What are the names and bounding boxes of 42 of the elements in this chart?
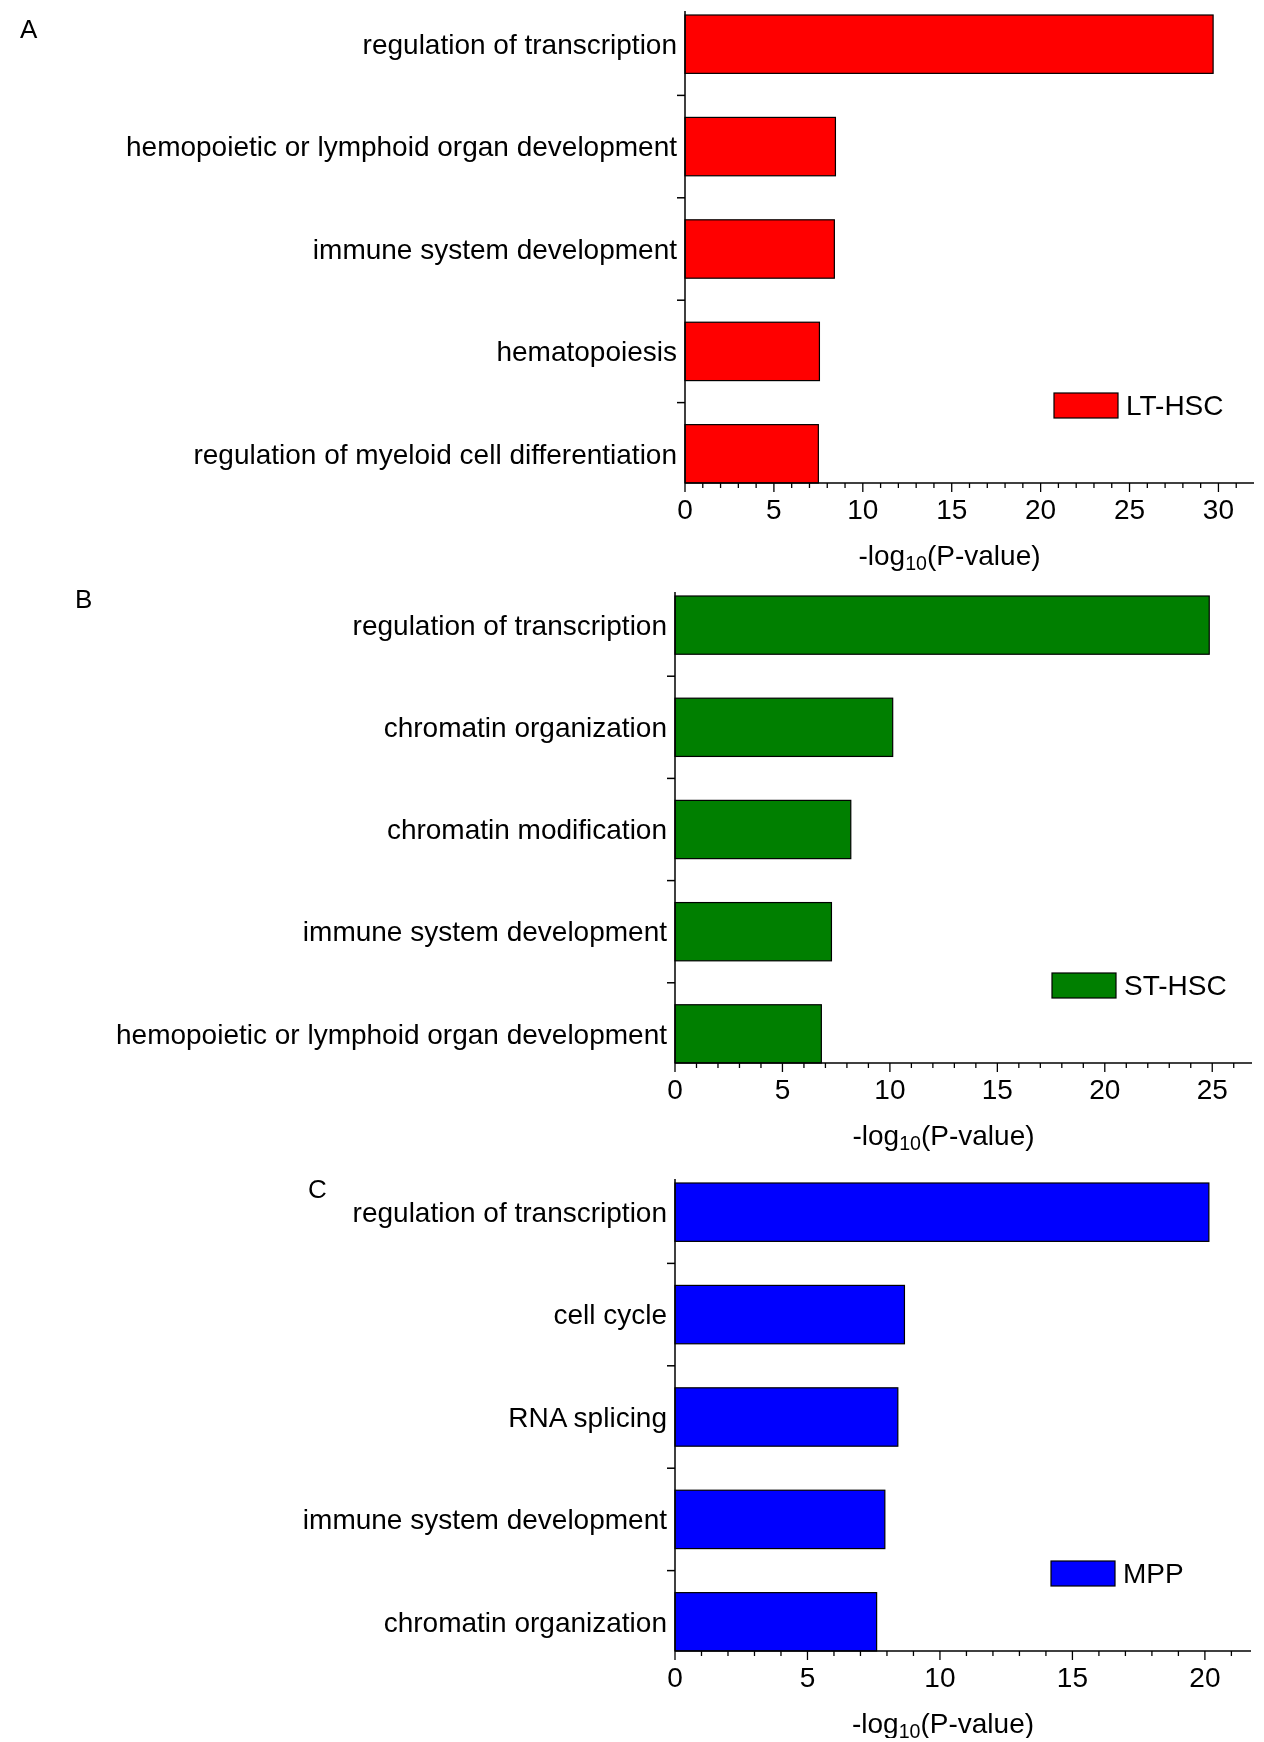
x-tick-label: 25 [1113,494,1146,525]
y-tick-label: regulation of myeloid cell differentiation [193,438,677,470]
x-tick-label: 20 [1025,494,1057,525]
text: B [75,584,93,614]
x-tick-label: 0 [667,1662,683,1693]
text: C [308,1174,327,1204]
y-tick-label: chromatin modification [386,814,667,846]
y-tick-label: cell cycle [553,1299,667,1331]
x-tick-label: 10 [874,1074,906,1105]
y-tick-label: regulation of transcription [352,1196,667,1228]
x-tick-label: 10 [847,494,879,525]
x-tick-label: 15 [936,494,968,525]
x-tick-label: 15 [981,1074,1013,1105]
x-tick-label: 25 [1196,1074,1228,1105]
x-tick-label: 5 [799,1662,816,1693]
y-tick-label: RNA splicing [508,1401,667,1433]
x-tick-label: 10 [924,1662,956,1693]
legend-label: ST-HSC [1124,970,1227,1002]
x-tick-label: 15 [1056,1662,1088,1693]
x-axis-title: -log$_{10}$(P-value) [852,1120,1035,1154]
x-tick-label: 0 [677,494,693,525]
y-tick-label: immune system development [302,1504,668,1536]
x-tick-label: 20 [1089,1074,1121,1105]
x-tick-label: 20 [1189,1662,1221,1693]
y-tick-label: hemopoietic or lymphoid organ development [126,131,678,163]
y-tick-label: immune system development [312,233,678,265]
legend-label: MPP [1123,1558,1184,1590]
x-tick-label: 0 [667,1074,683,1105]
x-tick-label: 5 [774,1074,791,1105]
x-axis-title: -log$_{10}$(P-value) [851,1708,1035,1742]
y-tick-label: chromatin organization [383,712,667,744]
y-tick-label: regulation of transcription [352,609,667,641]
x-axis-title: -log$_{10}$(P-value) [858,540,1041,574]
text: A [20,14,38,44]
y-tick-label: hematopoiesis [496,336,677,368]
y-tick-label: chromatin organization [383,1606,667,1638]
y-tick-label: hemopoietic or lymphoid organ development [116,1018,668,1050]
y-tick-label: immune system development [302,916,668,948]
x-tick-label: 30 [1202,494,1235,525]
legend-label: LT-HSC [1126,390,1224,422]
y-tick-label: regulation of transcription [362,28,677,60]
x-tick-label: 5 [766,494,782,525]
